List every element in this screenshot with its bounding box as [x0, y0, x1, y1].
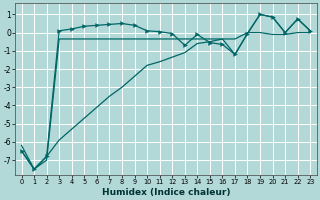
X-axis label: Humidex (Indice chaleur): Humidex (Indice chaleur) [102, 188, 230, 197]
